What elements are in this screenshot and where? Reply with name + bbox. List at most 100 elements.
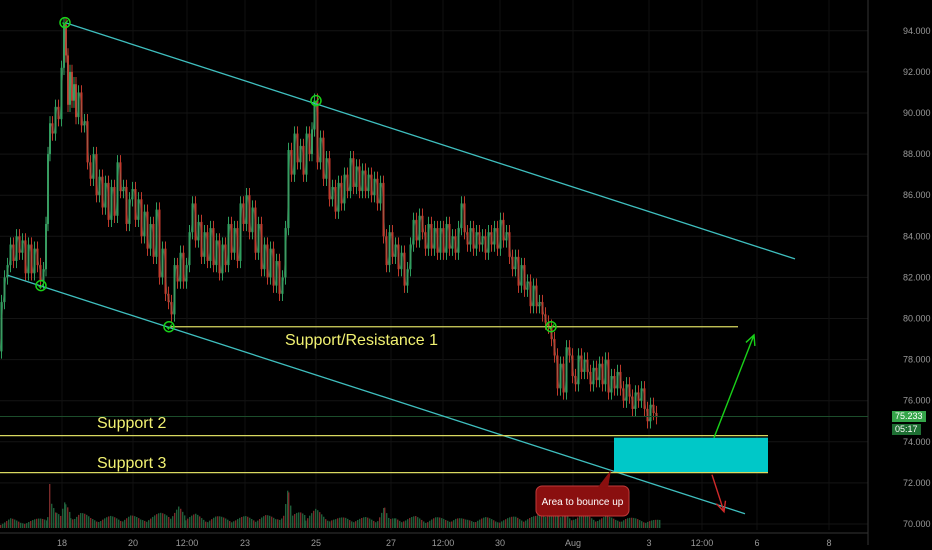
volume-bar xyxy=(118,519,120,528)
x-tick-label: 23 xyxy=(240,538,250,548)
volume-bar xyxy=(267,515,269,528)
volume-bar xyxy=(319,512,321,528)
volume-bar xyxy=(12,518,14,528)
volume-bar xyxy=(445,519,447,528)
volume-bar xyxy=(158,513,160,528)
x-tick-label: Aug xyxy=(565,538,581,548)
volume-bar xyxy=(337,518,339,528)
volume-bar xyxy=(473,522,475,528)
volume-bar xyxy=(146,521,148,528)
volume-bar xyxy=(313,510,315,528)
volume-bar xyxy=(205,521,207,528)
volume-bar xyxy=(603,517,605,528)
volume-bar xyxy=(497,522,499,528)
volume-bar xyxy=(511,516,513,528)
volume-bar xyxy=(431,519,433,528)
y-tick-label: 88.000 xyxy=(903,149,931,159)
volume-bar xyxy=(80,513,82,528)
volume-bar xyxy=(587,515,589,528)
volume-bar xyxy=(609,516,611,528)
y-tick-label: 70.000 xyxy=(903,519,931,529)
volume-bar xyxy=(367,517,369,528)
volume-bar xyxy=(235,520,237,528)
volume-bar xyxy=(116,518,118,528)
volume-bar xyxy=(46,520,48,528)
volume-bar xyxy=(595,521,597,528)
volume-bar xyxy=(187,518,189,528)
volume-bar xyxy=(16,520,18,528)
volume-bar xyxy=(136,516,138,528)
volume-bar xyxy=(104,518,106,528)
volume-bar xyxy=(329,521,331,528)
volume-bar xyxy=(191,515,193,528)
pivot-check xyxy=(313,98,320,104)
volume-bar xyxy=(203,519,205,528)
volume-bar xyxy=(551,505,553,528)
volume-bar xyxy=(327,520,329,528)
volume-bar xyxy=(617,520,619,528)
volume-bar xyxy=(591,518,593,528)
volume-bar xyxy=(279,519,281,528)
volume-bar xyxy=(471,521,473,528)
volume-bar xyxy=(421,519,423,528)
volume-bar xyxy=(24,523,26,528)
volume-bar xyxy=(379,517,381,528)
volume-bar xyxy=(217,516,219,528)
volume-bar xyxy=(300,512,302,528)
volume-bar xyxy=(304,515,306,528)
volume-bar xyxy=(209,520,211,528)
volume-bar xyxy=(560,517,562,528)
volume-bar xyxy=(571,520,573,528)
volume-bar xyxy=(62,508,64,528)
volume-bar xyxy=(365,517,367,528)
volume-bar xyxy=(323,516,325,528)
volume-bar xyxy=(251,518,253,528)
volume-bar xyxy=(619,521,621,528)
volume-bar xyxy=(397,519,399,528)
volume-bar xyxy=(112,516,114,528)
volume-bar xyxy=(395,518,397,528)
channel-lower-line xyxy=(7,274,746,515)
pivot-marker xyxy=(163,320,175,333)
volume-bar xyxy=(44,519,46,528)
volume-bar xyxy=(237,519,239,528)
volume-bar xyxy=(557,506,559,528)
bullish-arrow-shaft xyxy=(713,334,755,438)
volume-bar xyxy=(441,518,443,528)
volume-bar xyxy=(243,516,245,528)
volume-bar xyxy=(185,520,187,528)
volume-bar xyxy=(394,518,396,528)
volume-bar xyxy=(20,522,22,528)
x-tick-label: 12:00 xyxy=(432,538,455,548)
x-tick-label: 3 xyxy=(646,538,651,548)
volume-bar xyxy=(627,518,629,528)
volume-bar xyxy=(505,519,507,528)
volume-bar xyxy=(539,514,541,528)
volume-bar xyxy=(615,519,617,528)
volume-bar xyxy=(599,519,601,528)
volume-bar xyxy=(461,518,463,528)
x-tick-label: 25 xyxy=(311,538,321,548)
volume-bar xyxy=(142,520,144,528)
volume-bar xyxy=(223,517,225,528)
volume-bar xyxy=(122,521,124,528)
y-tick-label: 80.000 xyxy=(903,314,931,324)
volume-bar xyxy=(405,520,407,528)
volume-bar xyxy=(34,519,36,528)
y-tick-label: 90.000 xyxy=(903,108,931,118)
volume-bar xyxy=(292,515,294,528)
volume-bar xyxy=(40,518,42,528)
volume-bar xyxy=(263,516,265,528)
volume-bar xyxy=(575,518,577,528)
volume-bar xyxy=(88,516,90,528)
volume-bar xyxy=(409,517,411,528)
volume-bar xyxy=(148,520,150,528)
volume-bar xyxy=(509,517,511,528)
volume-bar xyxy=(655,519,657,528)
pivot-check xyxy=(38,283,45,289)
volume-bar xyxy=(108,516,110,528)
volume-bar xyxy=(564,515,566,528)
bounce-callout-pointer xyxy=(598,470,611,488)
volume-bar xyxy=(465,519,467,528)
